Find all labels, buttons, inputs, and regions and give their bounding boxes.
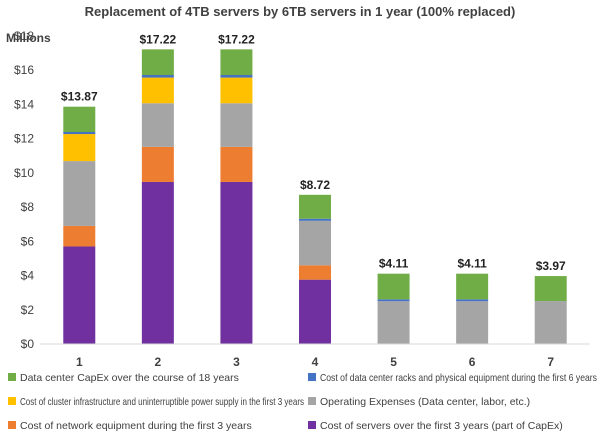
y-tick-label: $8 [21,200,35,214]
x-tick-label: 3 [233,355,240,369]
bar-segment [141,181,174,344]
x-tick-label: 1 [76,355,83,369]
bar-segment [299,265,331,280]
bar-total-label: $4.11 [379,257,409,271]
bar-segment [63,131,96,135]
y-tick-label: $0 [21,337,35,351]
bar-segment [534,301,567,344]
bar-segment [220,49,253,76]
legend-entry: Data center CapEx over the course of 18 … [20,372,239,384]
bar-segment [141,146,174,182]
y-tick-label: $18 [14,29,34,43]
bar-segment [299,218,331,221]
bar-total-label: $4.11 [457,257,487,271]
x-tick-label: 6 [469,355,476,369]
bar-segment [456,301,489,344]
y-tick-label: $2 [21,303,35,317]
y-axis-ticks: $0 $2 $4 $6 $8 $10 $12 $14 $16 $18 [14,29,34,351]
total-labels: $13.87 $17.22 $17.22 $8.72 $4.11 $4.11 $3.97 [61,32,566,273]
legend-entry: Cost of network equipment during the fir… [20,420,252,432]
bar-segment [220,146,253,182]
x-tick-label: 7 [547,355,554,369]
bar-segment [220,77,253,104]
bar-segment [377,273,410,300]
bar-total-label: $8.72 [300,178,330,192]
bar-total-label: $13.87 [61,90,98,104]
legend-entry: Cost of servers over the first 3 years (… [320,420,563,432]
bar-segment [220,181,253,344]
bar-segment [63,225,96,247]
chart-title: Replacement of 4TB servers by 6TB server… [85,4,516,19]
bar-segment [63,246,96,344]
x-tick-label: 5 [390,355,397,369]
legend-entry: Cost of cluster infrastructure and unint… [20,396,304,408]
legend-swatch [308,373,316,381]
y-tick-label: $4 [21,269,35,283]
bar-segment [63,161,96,226]
bar-segment [299,279,331,344]
bar-segment [141,75,174,78]
legend-swatch [308,421,316,429]
y-tick-label: $6 [21,234,35,248]
legend: Data center CapEx over the course of 18 … [8,372,597,432]
bar-total-label: $17.22 [140,32,177,46]
legend-swatch [8,421,16,429]
bars [63,49,567,344]
bar-segment [377,301,410,344]
legend-swatch [8,397,16,405]
bar-segment [141,77,174,104]
bar-segment [220,103,253,147]
x-tick-label: 4 [312,355,319,369]
bar-segment [534,276,567,302]
bar-segment [63,106,96,132]
bar-segment [299,220,331,266]
legend-swatch [8,373,16,381]
bar-segment [63,134,96,162]
bar-segment [456,273,489,300]
bar-total-label: $17.22 [218,32,255,46]
y-tick-label: $16 [14,63,34,77]
bar-segment [141,49,174,76]
y-axis-unit-label: Millions [6,31,51,45]
legend-entry: Cost of data center racks and physical e… [320,372,597,384]
y-tick-label: $10 [14,166,34,180]
bar-segment [220,75,253,78]
legend-entry: Operating Expenses (Data center, labor, … [320,396,530,408]
x-axis-ticks: 1 2 3 4 5 6 7 [76,355,554,369]
bar-segment [299,194,331,219]
legend-swatch [308,397,316,405]
bar-segment [141,103,174,147]
bar-total-label: $3.97 [536,259,566,273]
bar-segment [456,299,489,302]
y-tick-label: $12 [14,132,34,146]
y-tick-label: $14 [14,97,34,111]
x-tick-label: 2 [155,355,162,369]
bar-segment [377,299,410,302]
